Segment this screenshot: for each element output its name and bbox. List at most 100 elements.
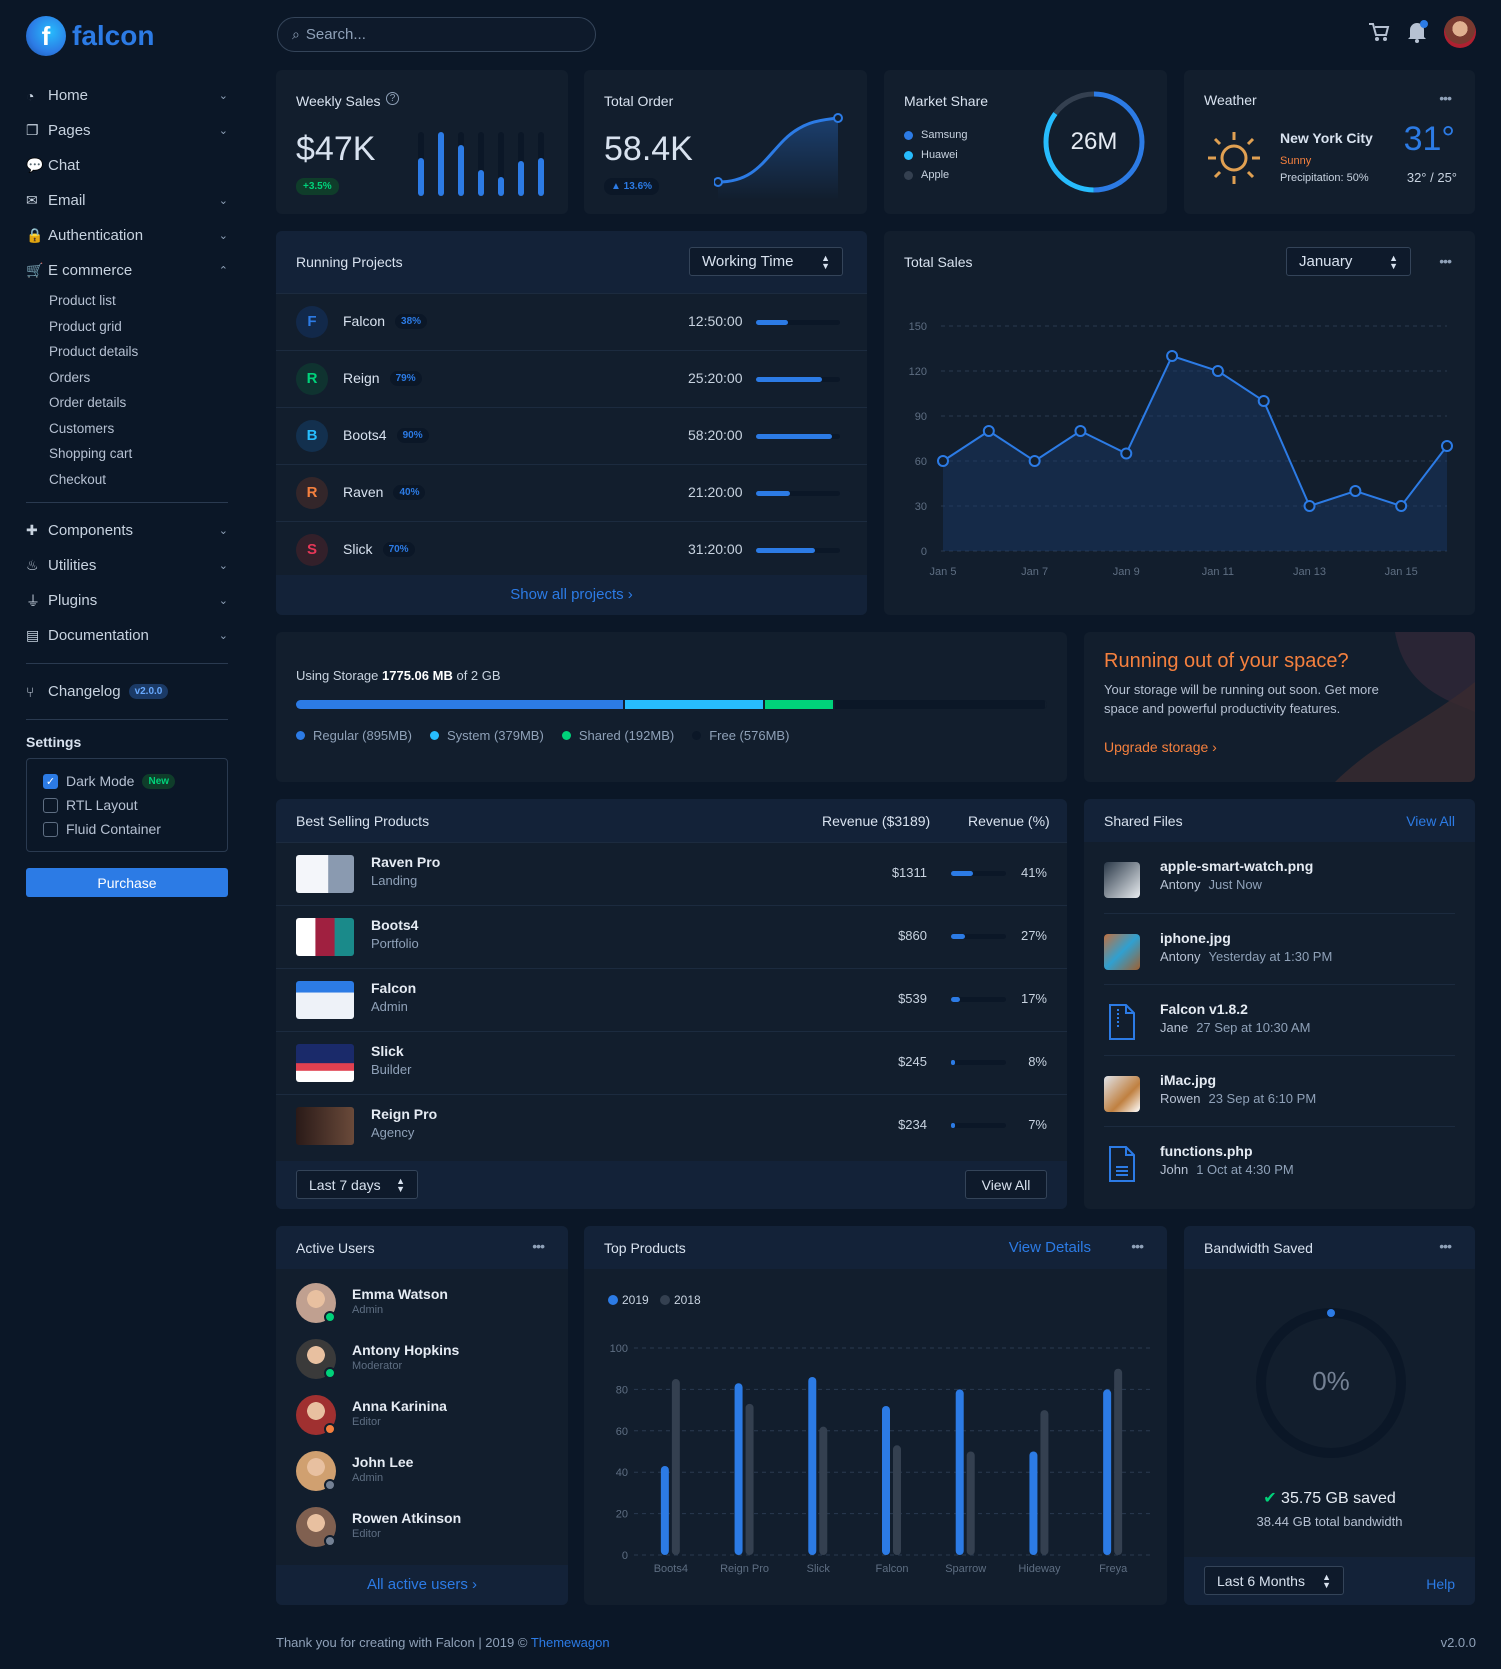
- data-point[interactable]: [1257, 395, 1270, 407]
- active-user-item[interactable]: Emma Watson Admin: [296, 1281, 548, 1325]
- shared-file-item[interactable]: iMac.jpg Rowen 23 Sep at 6:10 PM: [1104, 1055, 1455, 1126]
- checkbox[interactable]: ✓: [43, 773, 58, 789]
- data-point[interactable]: [1166, 350, 1179, 362]
- active-user-item[interactable]: John Lee Admin: [296, 1449, 548, 1493]
- brand-logo[interactable]: f falcon: [26, 16, 154, 56]
- bar-2019[interactable]: [955, 1389, 964, 1555]
- more-options-icon[interactable]: •••: [1439, 90, 1452, 106]
- shared-file-item[interactable]: Falcon v1.8.2 Jane 27 Sep at 10:30 AM: [1104, 984, 1455, 1055]
- data-point[interactable]: [982, 425, 995, 437]
- sidebar-item-components[interactable]: ✚ Components ⌄: [26, 513, 228, 548]
- all-active-users-link[interactable]: All active users ›: [276, 1565, 568, 1605]
- product-row[interactable]: Slick Builder $245 8%: [276, 1031, 1067, 1094]
- sidebar-item-chat[interactable]: 💬 Chat: [26, 148, 228, 183]
- sidebar-subitem[interactable]: Checkout: [49, 471, 107, 487]
- active-user-item[interactable]: Anna Karinina Editor: [296, 1393, 548, 1437]
- view-details-link[interactable]: View Details: [1008, 1239, 1091, 1256]
- search-box[interactable]: ⌕: [277, 17, 596, 52]
- data-point[interactable]: [1303, 500, 1316, 512]
- project-row[interactable]: S Slick 70% 31:20:00: [276, 521, 867, 578]
- bar-2018[interactable]: [671, 1379, 680, 1555]
- data-point[interactable]: [1395, 500, 1408, 512]
- data-point[interactable]: [1074, 425, 1087, 437]
- sidebar-item-email[interactable]: ✉ Email ⌄: [26, 183, 228, 218]
- bar-2019[interactable]: [1029, 1451, 1038, 1556]
- bandwidth-saved: ✔ 35.75 GB saved: [1184, 1488, 1475, 1508]
- bar-2018[interactable]: [966, 1451, 975, 1556]
- sidebar-item-pages[interactable]: ❐ Pages ⌄: [26, 113, 228, 148]
- data-point[interactable]: [1028, 455, 1041, 467]
- bar-2018[interactable]: [819, 1426, 828, 1555]
- sidebar-subitem[interactable]: Shopping cart: [49, 446, 133, 462]
- more-options-icon[interactable]: •••: [1439, 1238, 1452, 1254]
- month-select[interactable]: January ▲ ▼: [1286, 247, 1411, 276]
- checkbox[interactable]: [43, 797, 58, 813]
- sidebar-subitem[interactable]: Order details: [49, 395, 127, 411]
- sidebar-item-e-commerce[interactable]: 🛒 E commerce ⌃: [26, 253, 228, 288]
- bar-2019[interactable]: [734, 1383, 743, 1555]
- bell-icon[interactable]: [1406, 20, 1428, 44]
- product-row[interactable]: Boots4 Portfolio $860 27%: [276, 905, 1067, 968]
- shared-files-view-all[interactable]: View All: [1406, 813, 1455, 829]
- project-row[interactable]: B Boots4 90% 58:20:00: [276, 407, 867, 464]
- sidebar-subitem[interactable]: Product grid: [49, 318, 122, 334]
- sidebar-item-changelog[interactable]: ⑂ Changelog v2.0.0: [26, 674, 228, 709]
- more-options-icon[interactable]: •••: [1131, 1238, 1144, 1254]
- sidebar-item-utilities[interactable]: ♨ Utilities ⌄: [26, 548, 228, 583]
- more-options-icon[interactable]: •••: [1439, 253, 1452, 269]
- bar-2018[interactable]: [893, 1445, 901, 1555]
- search-input[interactable]: [305, 26, 566, 43]
- project-row[interactable]: F Falcon 38% 12:50:00: [276, 293, 867, 350]
- user-avatar[interactable]: [1444, 16, 1476, 48]
- project-row[interactable]: R Reign 79% 25:20:00: [276, 350, 867, 407]
- period-select[interactable]: Last 7 days ▲ ▼: [296, 1170, 418, 1199]
- data-point[interactable]: [1120, 447, 1133, 460]
- sun-icon: [1208, 132, 1260, 184]
- setting-option[interactable]: Fluid Container: [43, 817, 211, 841]
- bar-2018[interactable]: [745, 1403, 754, 1555]
- working-time-select[interactable]: Working Time ▲ ▼: [689, 247, 843, 276]
- more-options-icon[interactable]: •••: [532, 1238, 545, 1254]
- sidebar-item-plugins[interactable]: ⏚ Plugins ⌄: [26, 583, 228, 618]
- cart-icon[interactable]: [1368, 22, 1390, 42]
- help-icon[interactable]: ?: [386, 92, 399, 105]
- shared-file-item[interactable]: iphone.jpg Antony Yesterday at 1:30 PM: [1104, 913, 1455, 984]
- bar-2018[interactable]: [1114, 1368, 1123, 1555]
- bar-2019[interactable]: [808, 1376, 817, 1555]
- product-row[interactable]: Falcon Admin $539 17%: [276, 968, 1067, 1031]
- shared-file-item[interactable]: functions.php John 1 Oct at 4:30 PM: [1104, 1126, 1455, 1197]
- setting-option[interactable]: ✓ Dark Mode New: [43, 769, 211, 793]
- bar-2019[interactable]: [660, 1465, 669, 1555]
- sidebar-item-documentation[interactable]: ▤ Documentation ⌄: [26, 618, 228, 653]
- shared-file-item[interactable]: apple-smart-watch.png Antony Just Now: [1104, 842, 1455, 913]
- upgrade-storage-link[interactable]: Upgrade storage ›: [1104, 739, 1217, 755]
- active-user-item[interactable]: Antony Hopkins Moderator: [296, 1337, 548, 1381]
- sidebar-item-authentication[interactable]: 🔒 Authentication ⌄: [26, 218, 228, 253]
- sidebar-subitem[interactable]: Product list: [49, 293, 116, 309]
- show-all-projects-link[interactable]: Show all projects ›: [276, 575, 867, 615]
- purchase-button[interactable]: Purchase: [26, 868, 228, 897]
- sidebar-subitem[interactable]: Orders: [49, 369, 91, 385]
- bandwidth-period-select[interactable]: Last 6 Months ▲ ▼: [1204, 1566, 1344, 1595]
- user-role: Admin: [352, 1472, 384, 1484]
- active-user-item[interactable]: Rowen Atkinson Editor: [296, 1505, 548, 1549]
- bar-2019[interactable]: [882, 1405, 890, 1555]
- sidebar-subitem[interactable]: Product details: [49, 344, 139, 360]
- sidebar-subitem[interactable]: Customers: [49, 420, 115, 436]
- product-row[interactable]: Reign Pro Agency $234 7%: [276, 1094, 1067, 1157]
- data-point[interactable]: [937, 455, 949, 467]
- project-row[interactable]: R Raven 40% 21:20:00: [276, 464, 867, 521]
- checkbox[interactable]: [43, 821, 58, 837]
- data-point[interactable]: [1441, 440, 1453, 452]
- help-link[interactable]: Help: [1426, 1576, 1455, 1592]
- themewagon-link[interactable]: Themewagon: [530, 1635, 610, 1650]
- view-all-button[interactable]: View All: [965, 1170, 1047, 1199]
- setting-option[interactable]: RTL Layout: [43, 793, 211, 817]
- product-row[interactable]: Raven Pro Landing $1311 41%: [276, 842, 1067, 905]
- data-point[interactable]: [1211, 365, 1224, 377]
- bar-2019[interactable]: [1103, 1389, 1112, 1555]
- bar-2018[interactable]: [1040, 1410, 1049, 1555]
- sidebar-item-home[interactable]: ◔ Home ⌄: [26, 78, 228, 113]
- sidebar-item-label: Chat: [48, 157, 80, 174]
- data-point[interactable]: [1349, 485, 1362, 497]
